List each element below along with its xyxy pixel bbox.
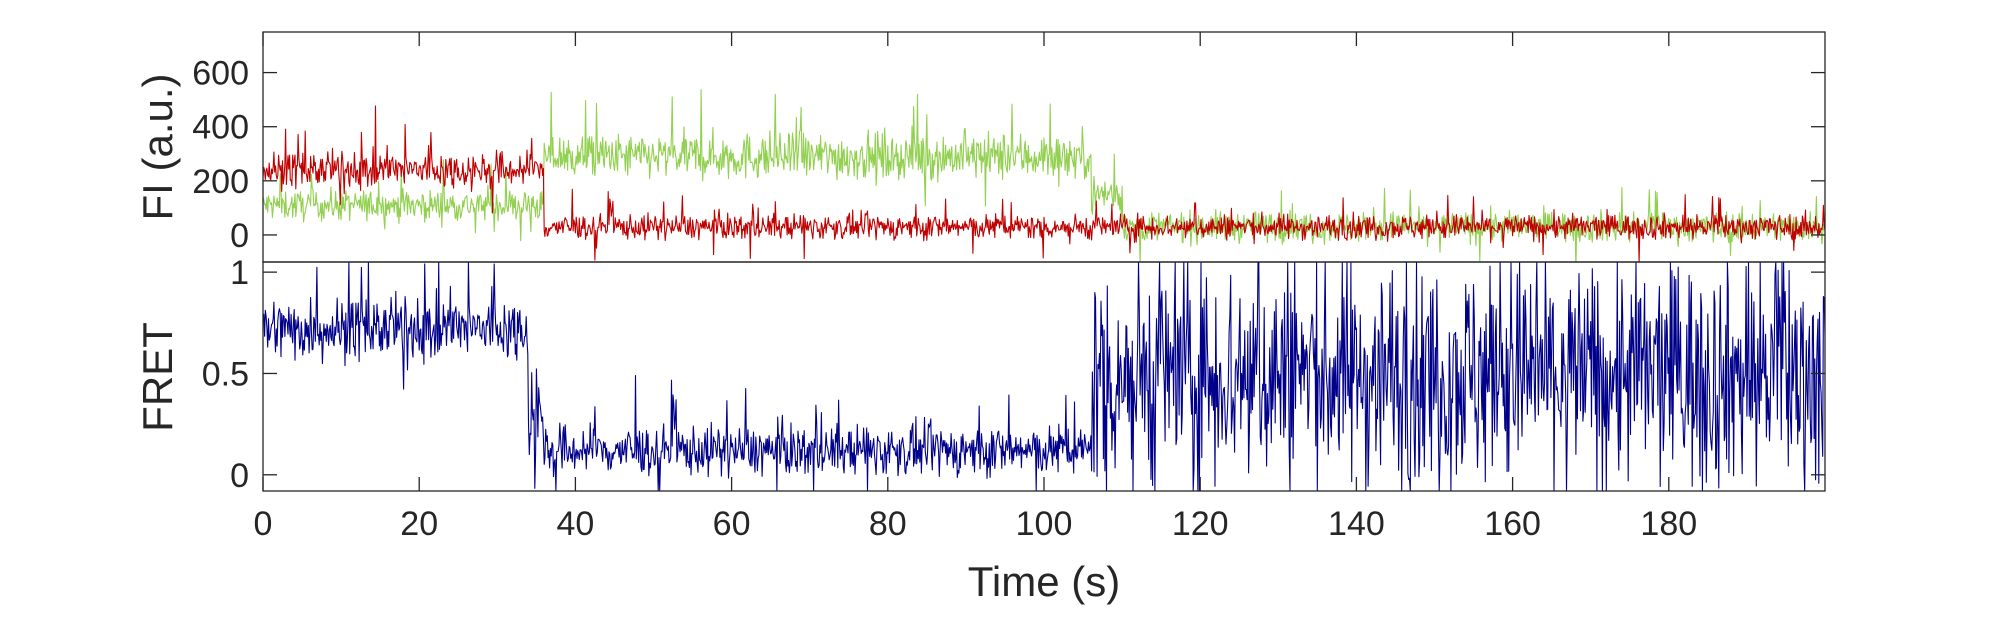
x-tick-label: 60	[713, 505, 751, 543]
x-tick-label: 40	[556, 505, 594, 543]
x-tick-label: 0	[254, 505, 273, 543]
fret-y-ticks: 00.51	[202, 254, 1825, 495]
fret-trace	[263, 262, 1825, 491]
x-tick-label: 80	[869, 505, 907, 543]
x-tick-label: 180	[1640, 505, 1697, 543]
y-tick-label: 0.5	[202, 355, 249, 393]
time-x-axis-label: Time (s)	[968, 558, 1120, 605]
fluorescence-y-ticks: 0 200 400 600	[192, 55, 1825, 255]
y-tick-label: 600	[192, 55, 249, 93]
fluorescence-panel: 0 200 400 600 FI (a.u.)	[134, 31, 1826, 263]
fret-panel: 00.51 0 20 40 60 80 100 120 140 160 180 FRET Time…	[134, 32, 1826, 605]
x-tick-label: 120	[1172, 505, 1229, 543]
x-tick-label: 160	[1484, 505, 1541, 543]
fluorescence-traces	[263, 88, 1825, 262]
x-tick-label: 140	[1328, 505, 1385, 543]
y-tick-label: 0	[230, 457, 249, 495]
x-tick-label: 100	[1016, 505, 1073, 543]
x-tick-label: 20	[400, 505, 438, 543]
y-tick-label: 0	[230, 217, 249, 255]
series-line-1	[263, 105, 1825, 262]
fret-y-axis-label: FRET	[134, 322, 181, 432]
y-tick-label: 200	[192, 163, 249, 201]
time-x-ticks: 0 20 40 60 80 100 120 140 160 180	[254, 32, 1697, 543]
y-tick-label: 400	[192, 109, 249, 147]
series-line-0	[263, 262, 1825, 491]
fluorescence-y-axis-label: FI (a.u.)	[134, 73, 181, 220]
series-line-0	[263, 88, 1825, 262]
y-tick-label: 1	[230, 254, 249, 292]
